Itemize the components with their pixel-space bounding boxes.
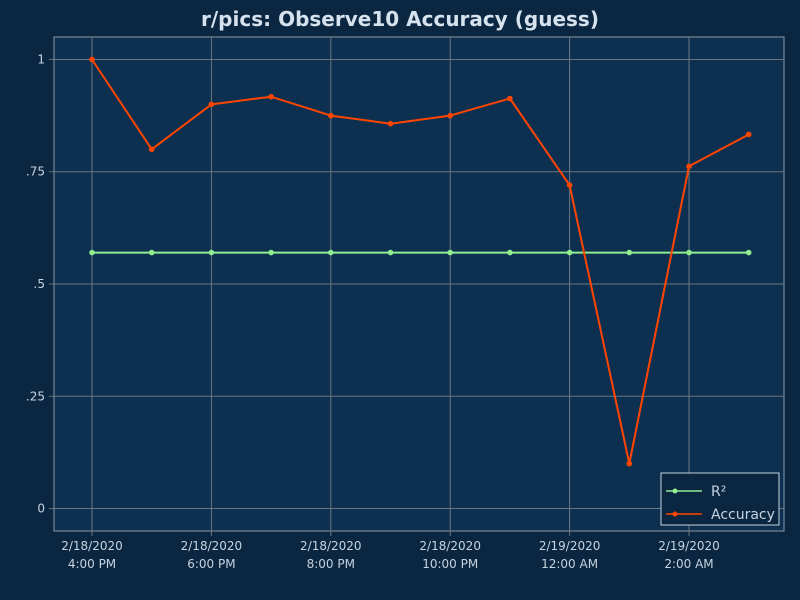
data-point-accuracy [745, 131, 752, 138]
x-tick-date-label: 2/18/2020 [300, 539, 362, 553]
grid-lines [54, 37, 784, 531]
x-tick-date-label: 2/18/2020 [61, 539, 123, 553]
data-point-r2 [148, 249, 155, 256]
data-point-r2 [387, 249, 394, 256]
x-tick-date-label: 2/19/2020 [539, 539, 601, 553]
x-tick-time-label: 12:00 AM [541, 557, 598, 571]
data-point-r2 [447, 249, 454, 256]
data-point-accuracy [268, 93, 274, 100]
data-point-r2 [507, 249, 513, 256]
x-tick-date-label: 2/18/2020 [419, 539, 481, 553]
data-point-r2 [208, 249, 215, 256]
x-tick-time-label: 2:00 AM [664, 557, 713, 571]
data-point-r2 [566, 249, 573, 256]
legend: R² Accuracy [660, 472, 780, 526]
legend-marker-accuracy [672, 511, 678, 517]
series-line-accuracy [91, 58, 750, 465]
legend-label-accuracy: Accuracy [711, 507, 775, 523]
series-lines [89, 56, 752, 467]
y-tick-label: .75 [26, 165, 45, 179]
data-point-accuracy [148, 146, 155, 153]
data-point-r2 [268, 249, 274, 256]
data-point-accuracy [507, 95, 513, 102]
y-tick-label: 0 [37, 502, 45, 516]
data-point-accuracy [626, 460, 633, 467]
data-point-accuracy [566, 182, 573, 188]
chart-title: r/pics: Observe10 Accuracy (guess) [201, 7, 599, 31]
y-tick-label: .25 [26, 389, 45, 403]
legend-marker-r2 [672, 488, 678, 494]
data-point-accuracy [686, 163, 692, 170]
x-tick-time-label: 6:00 PM [187, 557, 235, 571]
x-tick-date-label: 2/19/2020 [658, 539, 720, 553]
axis-labels: 0 .25 .5 .75 1 2/18/2020 4:00 PM 2/18/2020 6:00 … [26, 52, 720, 571]
legend-box [660, 472, 780, 526]
data-point-accuracy [387, 120, 394, 127]
x-tick-time-label: 8:00 PM [307, 557, 355, 571]
data-point-accuracy [89, 56, 95, 63]
y-tick-label: .5 [34, 277, 45, 291]
y-tick-label: 1 [37, 52, 45, 66]
x-tick-time-label: 10:00 PM [422, 557, 478, 571]
legend-label-r2: R² [711, 484, 726, 500]
data-point-accuracy [208, 101, 215, 108]
data-point-accuracy [328, 112, 334, 119]
data-point-r2 [745, 249, 752, 256]
x-tick-date-label: 2/18/2020 [181, 539, 243, 553]
data-point-r2 [626, 249, 633, 256]
x-tick-time-label: 4:00 PM [68, 557, 116, 571]
data-point-r2 [686, 249, 692, 256]
data-point-r2 [89, 249, 95, 256]
data-point-accuracy [447, 112, 454, 119]
data-point-r2 [328, 249, 334, 256]
